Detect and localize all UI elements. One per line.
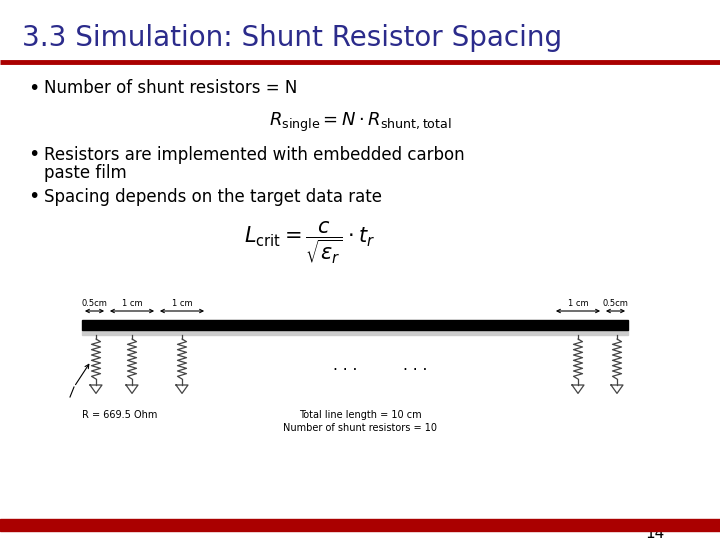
Bar [0, 519, 720, 531]
Text: 1 cm: 1 cm [567, 300, 588, 308]
Bar [82, 330, 628, 335]
Text: 0.5cm: 0.5cm [81, 300, 107, 308]
Text: •: • [28, 145, 40, 165]
Text: $L_{\mathrm{crit}} = \dfrac{c}{\sqrt{\epsilon_r}} \cdot t_r$: $L_{\mathrm{crit}} = \dfrac{c}{\sqrt{\ep… [244, 220, 376, 266]
Text: 0.5cm: 0.5cm [603, 300, 629, 308]
Text: Number of shunt resistors = 10: Number of shunt resistors = 10 [283, 423, 437, 433]
Text: •: • [28, 78, 40, 98]
Text: 1 cm: 1 cm [122, 300, 143, 308]
Text: paste film: paste film [44, 164, 127, 182]
Text: •: • [28, 187, 40, 206]
Text: R = 669.5 Ohm: R = 669.5 Ohm [82, 410, 158, 420]
Bar [82, 320, 628, 330]
Text: 3.3 Simulation: Shunt Resistor Spacing: 3.3 Simulation: Shunt Resistor Spacing [22, 24, 562, 52]
Text: $R_{\mathrm{single}} = N \cdot R_{\mathrm{shunt,total}}$: $R_{\mathrm{single}} = N \cdot R_{\mathr… [269, 110, 451, 133]
Text: Number of shunt resistors = N: Number of shunt resistors = N [44, 79, 297, 97]
Text: 1 cm: 1 cm [171, 300, 192, 308]
Text: Resistors are implemented with embedded carbon: Resistors are implemented with embedded … [44, 146, 464, 164]
Text: 14: 14 [645, 525, 665, 540]
Text: . . .: . . . [402, 357, 427, 373]
Text: . . .: . . . [333, 357, 357, 373]
Text: Total line length = 10 cm: Total line length = 10 cm [299, 410, 421, 420]
Text: Spacing depends on the target data rate: Spacing depends on the target data rate [44, 188, 382, 206]
